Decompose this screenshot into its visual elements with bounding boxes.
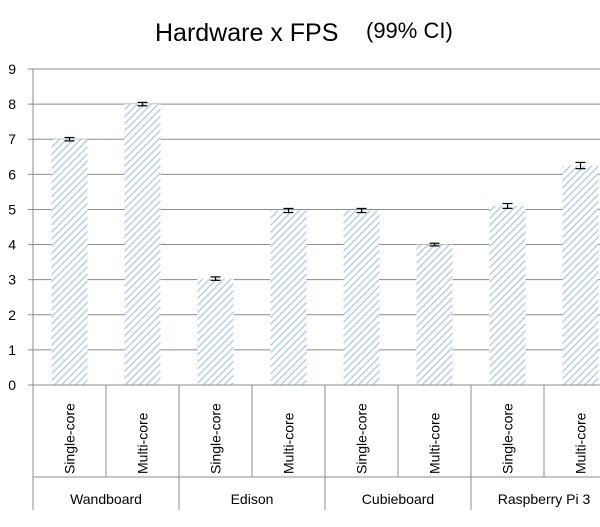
y-tick-label: 7 xyxy=(8,131,16,147)
bar xyxy=(51,139,88,385)
category-label: Single-core xyxy=(354,403,370,474)
bar xyxy=(124,104,161,385)
y-tick-label: 6 xyxy=(8,166,16,182)
y-tick-label: 8 xyxy=(8,96,16,112)
group-label: Raspberry Pi 3 xyxy=(498,491,591,507)
category-label: Multi-core xyxy=(573,412,589,474)
error-bar xyxy=(64,136,75,142)
bars xyxy=(51,104,599,385)
x-axis: Single-core Multi-core Wandboard Single-cor… xyxy=(32,384,600,510)
y-tick-label: 9 xyxy=(8,61,16,77)
error-bar xyxy=(575,161,586,170)
y-axis: 0 1 2 3 4 5 6 7 8 9 xyxy=(8,61,34,393)
bar xyxy=(270,210,307,385)
y-tick-label: 3 xyxy=(8,272,16,288)
y-tick-label: 4 xyxy=(8,237,16,253)
category-label: Multi-core xyxy=(427,412,443,474)
chart-title: Hardware x FPS xyxy=(155,19,338,47)
group-label: Edison xyxy=(231,491,274,507)
bar xyxy=(489,205,526,385)
bar xyxy=(343,210,380,385)
y-tick-label: 1 xyxy=(8,342,16,358)
bar xyxy=(197,278,234,385)
category-label: Single-core xyxy=(208,403,224,474)
error-bar xyxy=(429,242,440,247)
bar xyxy=(562,165,599,385)
category-label: Multi-core xyxy=(281,412,297,474)
y-tick-label: 5 xyxy=(8,201,16,217)
category-label: Single-core xyxy=(500,403,516,474)
error-bar xyxy=(137,101,148,107)
y-tick-label: 2 xyxy=(8,307,16,323)
category-label: Single-core xyxy=(62,403,78,474)
bar xyxy=(416,244,453,385)
category-label: Multi-core xyxy=(135,412,151,474)
chart-subtitle: (99% CI) xyxy=(366,18,453,43)
error-bar xyxy=(210,276,221,281)
error-bar xyxy=(502,202,513,209)
group-label: Wandboard xyxy=(70,491,142,507)
group-label: Cubieboard xyxy=(362,491,434,507)
error-bar xyxy=(356,207,367,214)
error-bar xyxy=(283,207,294,214)
error-bars xyxy=(64,101,586,281)
y-tick-label: 0 xyxy=(8,377,16,393)
